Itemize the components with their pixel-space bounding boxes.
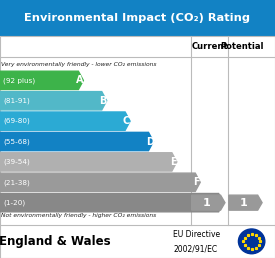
Polygon shape — [0, 132, 153, 151]
Polygon shape — [229, 195, 262, 210]
Text: (39-54): (39-54) — [3, 159, 30, 165]
Polygon shape — [0, 194, 224, 212]
Text: England & Wales: England & Wales — [0, 235, 111, 248]
Text: 1: 1 — [239, 198, 247, 208]
Polygon shape — [0, 92, 107, 110]
Text: (92 plus): (92 plus) — [3, 77, 35, 84]
Polygon shape — [192, 195, 225, 210]
Text: Environmental Impact (CO₂) Rating: Environmental Impact (CO₂) Rating — [24, 13, 251, 23]
Text: D: D — [146, 136, 154, 147]
Text: C: C — [123, 116, 130, 126]
Text: EU Directive: EU Directive — [173, 230, 220, 239]
Text: (1-20): (1-20) — [3, 199, 25, 206]
Bar — [0, 36, 275, 258]
Text: (69-80): (69-80) — [3, 118, 30, 124]
Text: Potential: Potential — [220, 42, 264, 51]
Text: F: F — [193, 177, 200, 187]
Text: (81-91): (81-91) — [3, 98, 30, 104]
Text: 2002/91/EC: 2002/91/EC — [173, 244, 217, 253]
Polygon shape — [0, 173, 200, 191]
Circle shape — [238, 229, 265, 254]
Polygon shape — [0, 112, 130, 130]
Polygon shape — [0, 71, 83, 90]
Text: (21-38): (21-38) — [3, 179, 30, 186]
Bar — [0, 0, 275, 36]
Text: Current: Current — [192, 42, 228, 51]
Text: 1: 1 — [202, 198, 210, 208]
Text: E: E — [170, 157, 177, 167]
Text: (55-68): (55-68) — [3, 138, 30, 145]
Text: Not environmentally friendly - higher CO₂ emissions: Not environmentally friendly - higher CO… — [1, 213, 157, 218]
Text: Very environmentally friendly - lower CO₂ emissions: Very environmentally friendly - lower CO… — [1, 62, 157, 67]
Text: G: G — [216, 198, 224, 208]
Polygon shape — [0, 153, 177, 171]
Text: B: B — [100, 96, 107, 106]
Text: A: A — [76, 75, 84, 85]
